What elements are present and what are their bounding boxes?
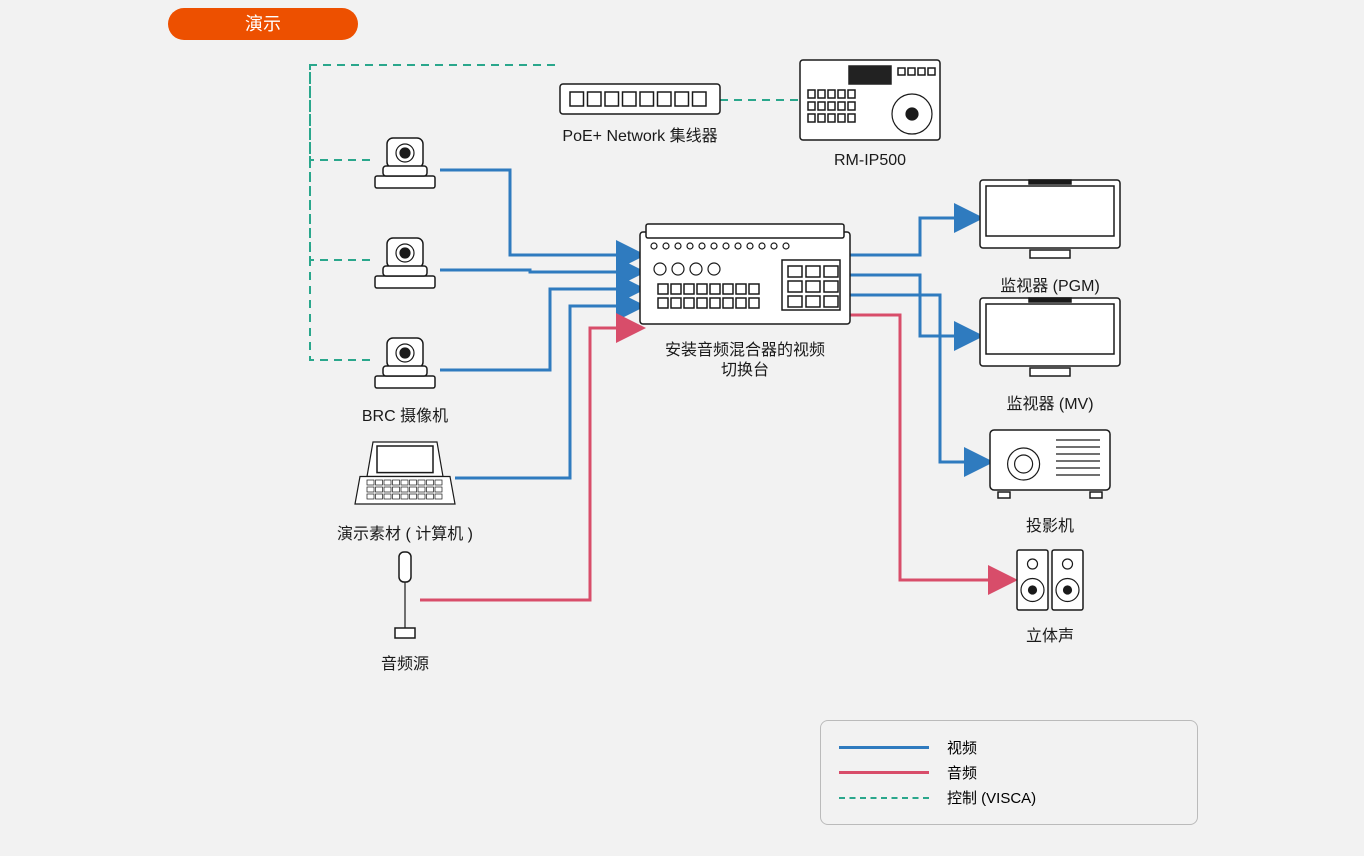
node-mon_mv (980, 298, 1120, 378)
edge-video-7 (455, 306, 640, 478)
edge-video-4 (440, 170, 640, 255)
label-laptop: 演示素材 ( 计算机 ) (295, 520, 515, 544)
legend-label-control: 控制 (VISCA) (947, 787, 1036, 808)
legend-line-audio (839, 771, 929, 774)
legend-label-video: 视频 (947, 737, 977, 758)
label-mon_pgm: 监视器 (PGM) (920, 272, 1180, 296)
legend-row-audio: 音频 (839, 762, 1179, 783)
node-cam2 (370, 230, 440, 290)
edge-control-2 (310, 65, 370, 360)
node-cam1 (370, 130, 440, 190)
edge-control-1 (310, 65, 370, 260)
node-switcher (640, 224, 850, 324)
label-mic: 音频源 (330, 650, 480, 674)
node-hub (560, 84, 720, 114)
node-proj (990, 420, 1110, 500)
node-laptop (355, 438, 455, 508)
legend-line-video (839, 746, 929, 749)
label2-switcher: 切换台 (580, 356, 910, 380)
edge-video-5 (440, 270, 640, 272)
legend-row-control: 控制 (VISCA) (839, 787, 1179, 808)
diagram-canvas: 演示PoE+ Network 集线器RM-IP500BRC 摄像机演示素材 ( … (0, 0, 1364, 856)
label-rmip500: RM-IP500 (740, 152, 1000, 170)
label-hub: PoE+ Network 集线器 (500, 122, 780, 146)
label-mon_mv: 监视器 (MV) (920, 390, 1180, 414)
legend-line-control (839, 797, 929, 799)
node-cam3 (370, 330, 440, 390)
label-spk: 立体声 (955, 622, 1145, 646)
legend-row-video: 视频 (839, 737, 1179, 758)
label-proj: 投影机 (930, 512, 1170, 536)
edge-video-9 (850, 218, 978, 255)
legend: 视频音频控制 (VISCA) (820, 720, 1198, 825)
node-rmip500 (800, 60, 940, 140)
legend-label-audio: 音频 (947, 762, 977, 783)
label-cam3: BRC 摄像机 (310, 402, 500, 426)
node-mic (390, 550, 420, 640)
node-spk (1015, 550, 1085, 610)
node-mon_pgm (980, 180, 1120, 260)
